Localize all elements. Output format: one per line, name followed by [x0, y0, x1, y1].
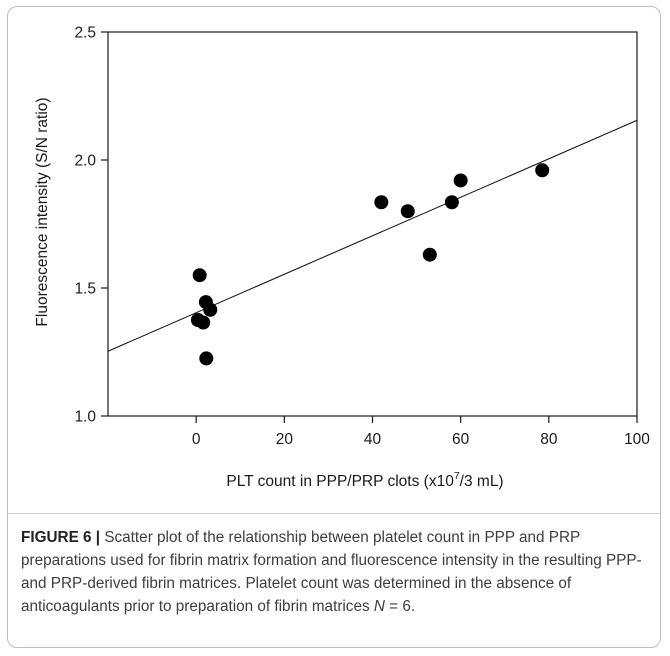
- data-point: [453, 173, 468, 188]
- plot-area: 1.0 1.5 2.0 2.5 0 20 40 60 80 100: [74, 25, 650, 449]
- x-axis-label-end: /3 mL): [460, 473, 504, 490]
- plot-frame: [107, 31, 638, 417]
- y-tick-label: 2.5: [74, 25, 96, 42]
- data-point: [196, 315, 211, 330]
- x-axis-label: PLT count in PPP/PRP clots (x107/3 mL): [226, 470, 503, 490]
- figure-caption: FIGURE 6 | Scatter plot of the relations…: [21, 526, 651, 618]
- data-point: [199, 351, 214, 366]
- x-tick-label: 20: [276, 431, 294, 448]
- x-tick-label: 100: [624, 431, 650, 448]
- caption-text: Scatter plot of the relationship between…: [21, 529, 642, 615]
- scatter-chart: 1.0 1.5 2.0 2.5 0 20 40 60 80 100 Fluorescence in…: [34, 25, 650, 491]
- y-axis-label: Fluorescence intensity (S/N ratio): [34, 97, 51, 326]
- caption-divider: [8, 513, 660, 514]
- data-point: [422, 247, 437, 262]
- y-tick-label: 1.0: [74, 409, 96, 426]
- figure-label: FIGURE 6 |: [21, 529, 101, 546]
- x-tick-label: 40: [364, 431, 382, 448]
- figure-frame: [7, 6, 661, 648]
- trendline: [107, 119, 638, 352]
- y-tick-label: 2.0: [74, 153, 96, 170]
- caption-n-symbol: N: [373, 598, 385, 615]
- x-axis-label-superscript: 7: [454, 470, 460, 482]
- caption-n-text: = 6.: [384, 598, 416, 615]
- data-point: [192, 268, 207, 283]
- y-tick-label: 1.5: [74, 281, 96, 298]
- data-point: [374, 195, 389, 210]
- x-tick-label: 60: [452, 431, 470, 448]
- data-point: [203, 302, 218, 317]
- data-point: [444, 195, 459, 210]
- x-axis-label-main: PLT count in PPP/PRP clots (x10: [226, 473, 454, 490]
- x-tick-label: 0: [192, 431, 201, 448]
- x-tick-label: 80: [540, 431, 558, 448]
- data-point: [400, 204, 415, 219]
- data-point: [535, 163, 550, 178]
